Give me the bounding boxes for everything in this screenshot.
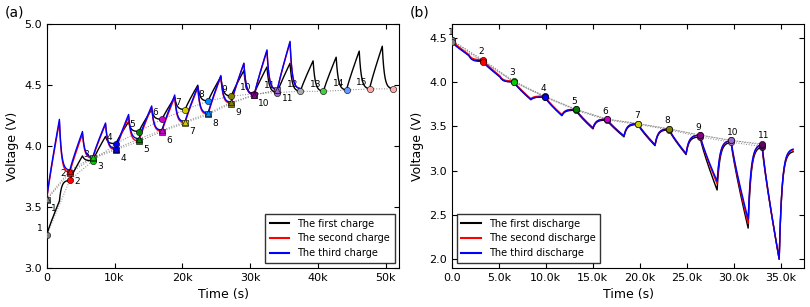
Text: 6: 6 xyxy=(166,136,172,145)
Legend: The first discharge, The second discharge, The third discharge: The first discharge, The second discharg… xyxy=(457,214,600,263)
Text: 2: 2 xyxy=(74,177,79,186)
X-axis label: Time (s): Time (s) xyxy=(198,289,249,301)
Legend: The first charge, The second charge, The third charge: The first charge, The second charge, The… xyxy=(265,214,394,263)
Text: 11: 11 xyxy=(263,81,275,90)
Text: 7: 7 xyxy=(633,111,640,120)
Text: (a): (a) xyxy=(4,6,24,19)
Text: 15: 15 xyxy=(356,78,367,87)
Y-axis label: Voltage (V): Voltage (V) xyxy=(411,111,424,181)
Text: 1: 1 xyxy=(37,224,43,233)
Text: 1: 1 xyxy=(51,204,57,213)
Text: 7: 7 xyxy=(190,127,195,136)
Text: 3: 3 xyxy=(509,68,515,77)
Text: 5: 5 xyxy=(130,120,135,129)
Text: 7: 7 xyxy=(176,99,181,107)
Text: 8: 8 xyxy=(198,90,204,99)
Text: 13: 13 xyxy=(309,80,321,89)
Text: 9: 9 xyxy=(696,122,701,131)
Text: 11: 11 xyxy=(758,131,770,140)
Text: 11: 11 xyxy=(282,94,293,103)
Text: 2: 2 xyxy=(60,169,66,178)
Text: 8: 8 xyxy=(212,119,218,128)
Text: 14: 14 xyxy=(333,79,344,88)
X-axis label: Time (s): Time (s) xyxy=(603,289,654,301)
Text: 8: 8 xyxy=(665,116,671,125)
Text: 10: 10 xyxy=(241,83,252,91)
Text: 12: 12 xyxy=(287,80,298,89)
Text: 10: 10 xyxy=(727,128,739,137)
Text: (b): (b) xyxy=(409,6,429,19)
Text: 5: 5 xyxy=(572,97,578,106)
Text: 2: 2 xyxy=(479,47,484,56)
Text: 6: 6 xyxy=(152,108,158,117)
Text: 4: 4 xyxy=(540,84,546,92)
Text: 10: 10 xyxy=(258,99,270,108)
Text: 5: 5 xyxy=(143,146,149,154)
Text: 9: 9 xyxy=(236,108,241,117)
Text: 3: 3 xyxy=(83,150,89,159)
Text: 4: 4 xyxy=(106,133,112,142)
Text: 3: 3 xyxy=(97,162,103,171)
Text: 4: 4 xyxy=(120,154,126,163)
Y-axis label: Voltage (V): Voltage (V) xyxy=(6,111,19,181)
Text: 9: 9 xyxy=(221,85,228,94)
Text: 1: 1 xyxy=(448,28,454,37)
Text: 6: 6 xyxy=(603,107,608,115)
